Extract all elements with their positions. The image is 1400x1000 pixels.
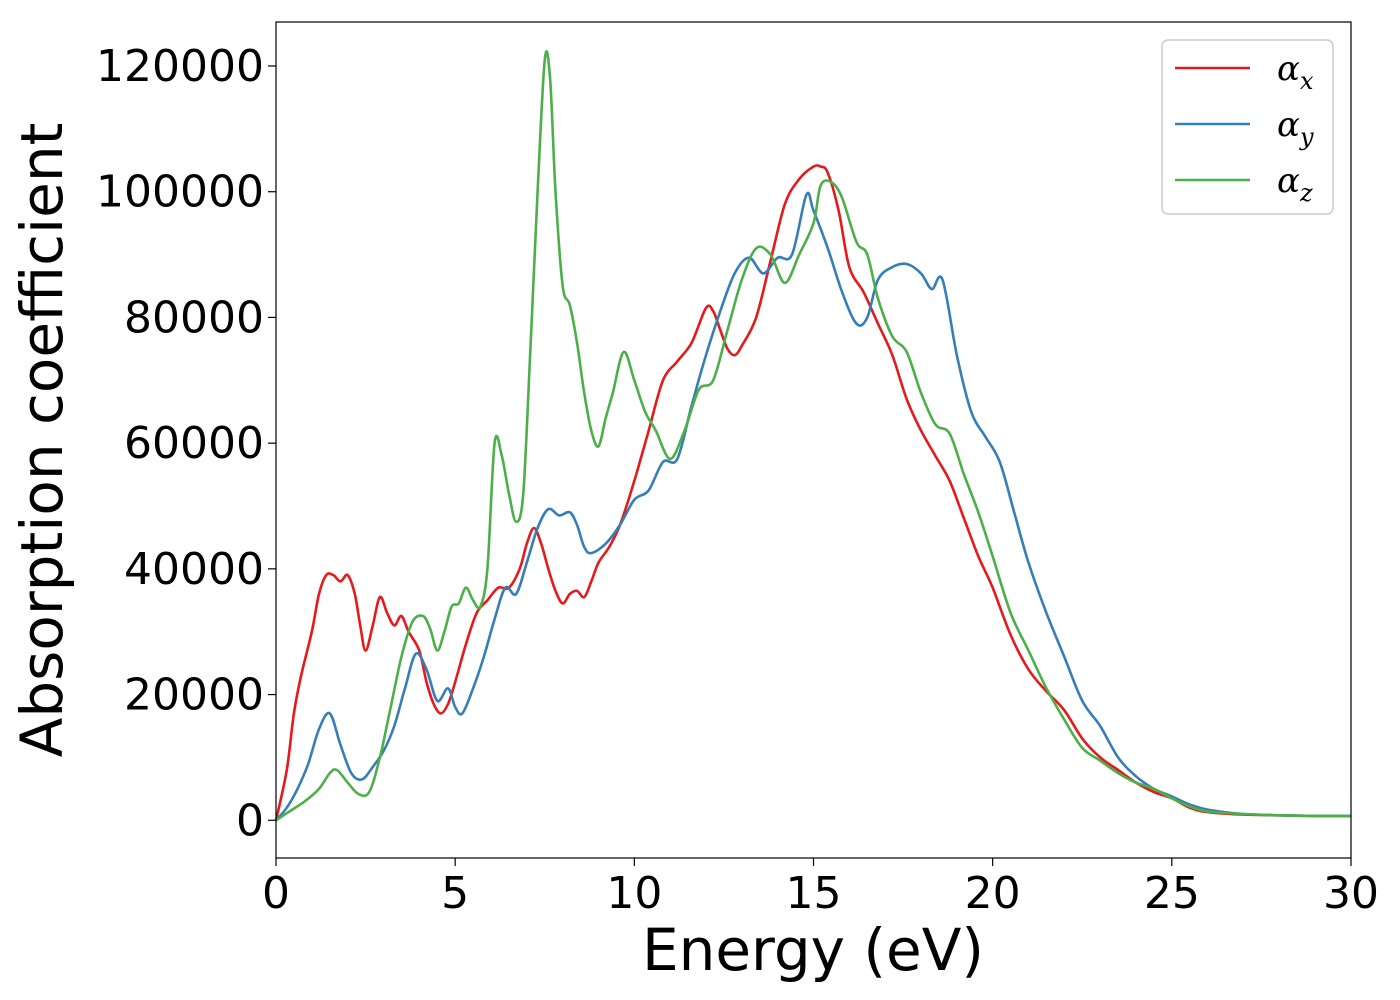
y-tick-label: 60000 <box>124 418 264 469</box>
x-axis-ticks: 0 5 10 15 20 25 30 <box>262 858 1379 919</box>
y-tick-label: 100000 <box>96 167 264 218</box>
x-tick-label: 15 <box>786 868 842 919</box>
y-tick-label: 40000 <box>124 544 264 595</box>
series-line-x <box>274 164 1352 821</box>
y-axis-ticks: 0 20000 40000 60000 80000 100000 120000 <box>96 41 276 846</box>
y-tick-label: 80000 <box>124 292 264 343</box>
legend-box <box>1161 39 1334 215</box>
y-axis-title: Absorption coefficient <box>8 123 76 758</box>
y-tick-label: 120000 <box>96 41 264 92</box>
legend-label-y: αy <box>1277 105 1314 151</box>
x-tick-label: 10 <box>606 868 662 919</box>
legend-entries: αx αy αz <box>1175 49 1314 207</box>
x-tick-label: 5 <box>441 868 469 919</box>
x-tick-label: 30 <box>1323 868 1379 919</box>
y-tick-label: 20000 <box>124 670 264 721</box>
x-axis-title: Energy (eV) <box>642 916 984 984</box>
series-line-y <box>275 191 1352 822</box>
x-tick-label: 25 <box>1144 868 1200 919</box>
legend: αx αy αz <box>1161 39 1334 215</box>
x-tick-label: 0 <box>262 868 290 919</box>
legend-label-x: αx <box>1277 49 1314 95</box>
series-layer <box>274 50 1352 822</box>
x-tick-label: 20 <box>965 868 1021 919</box>
legend-label-z: αz <box>1277 161 1313 207</box>
series-line-z <box>275 50 1352 822</box>
y-tick-label: 0 <box>236 795 264 846</box>
